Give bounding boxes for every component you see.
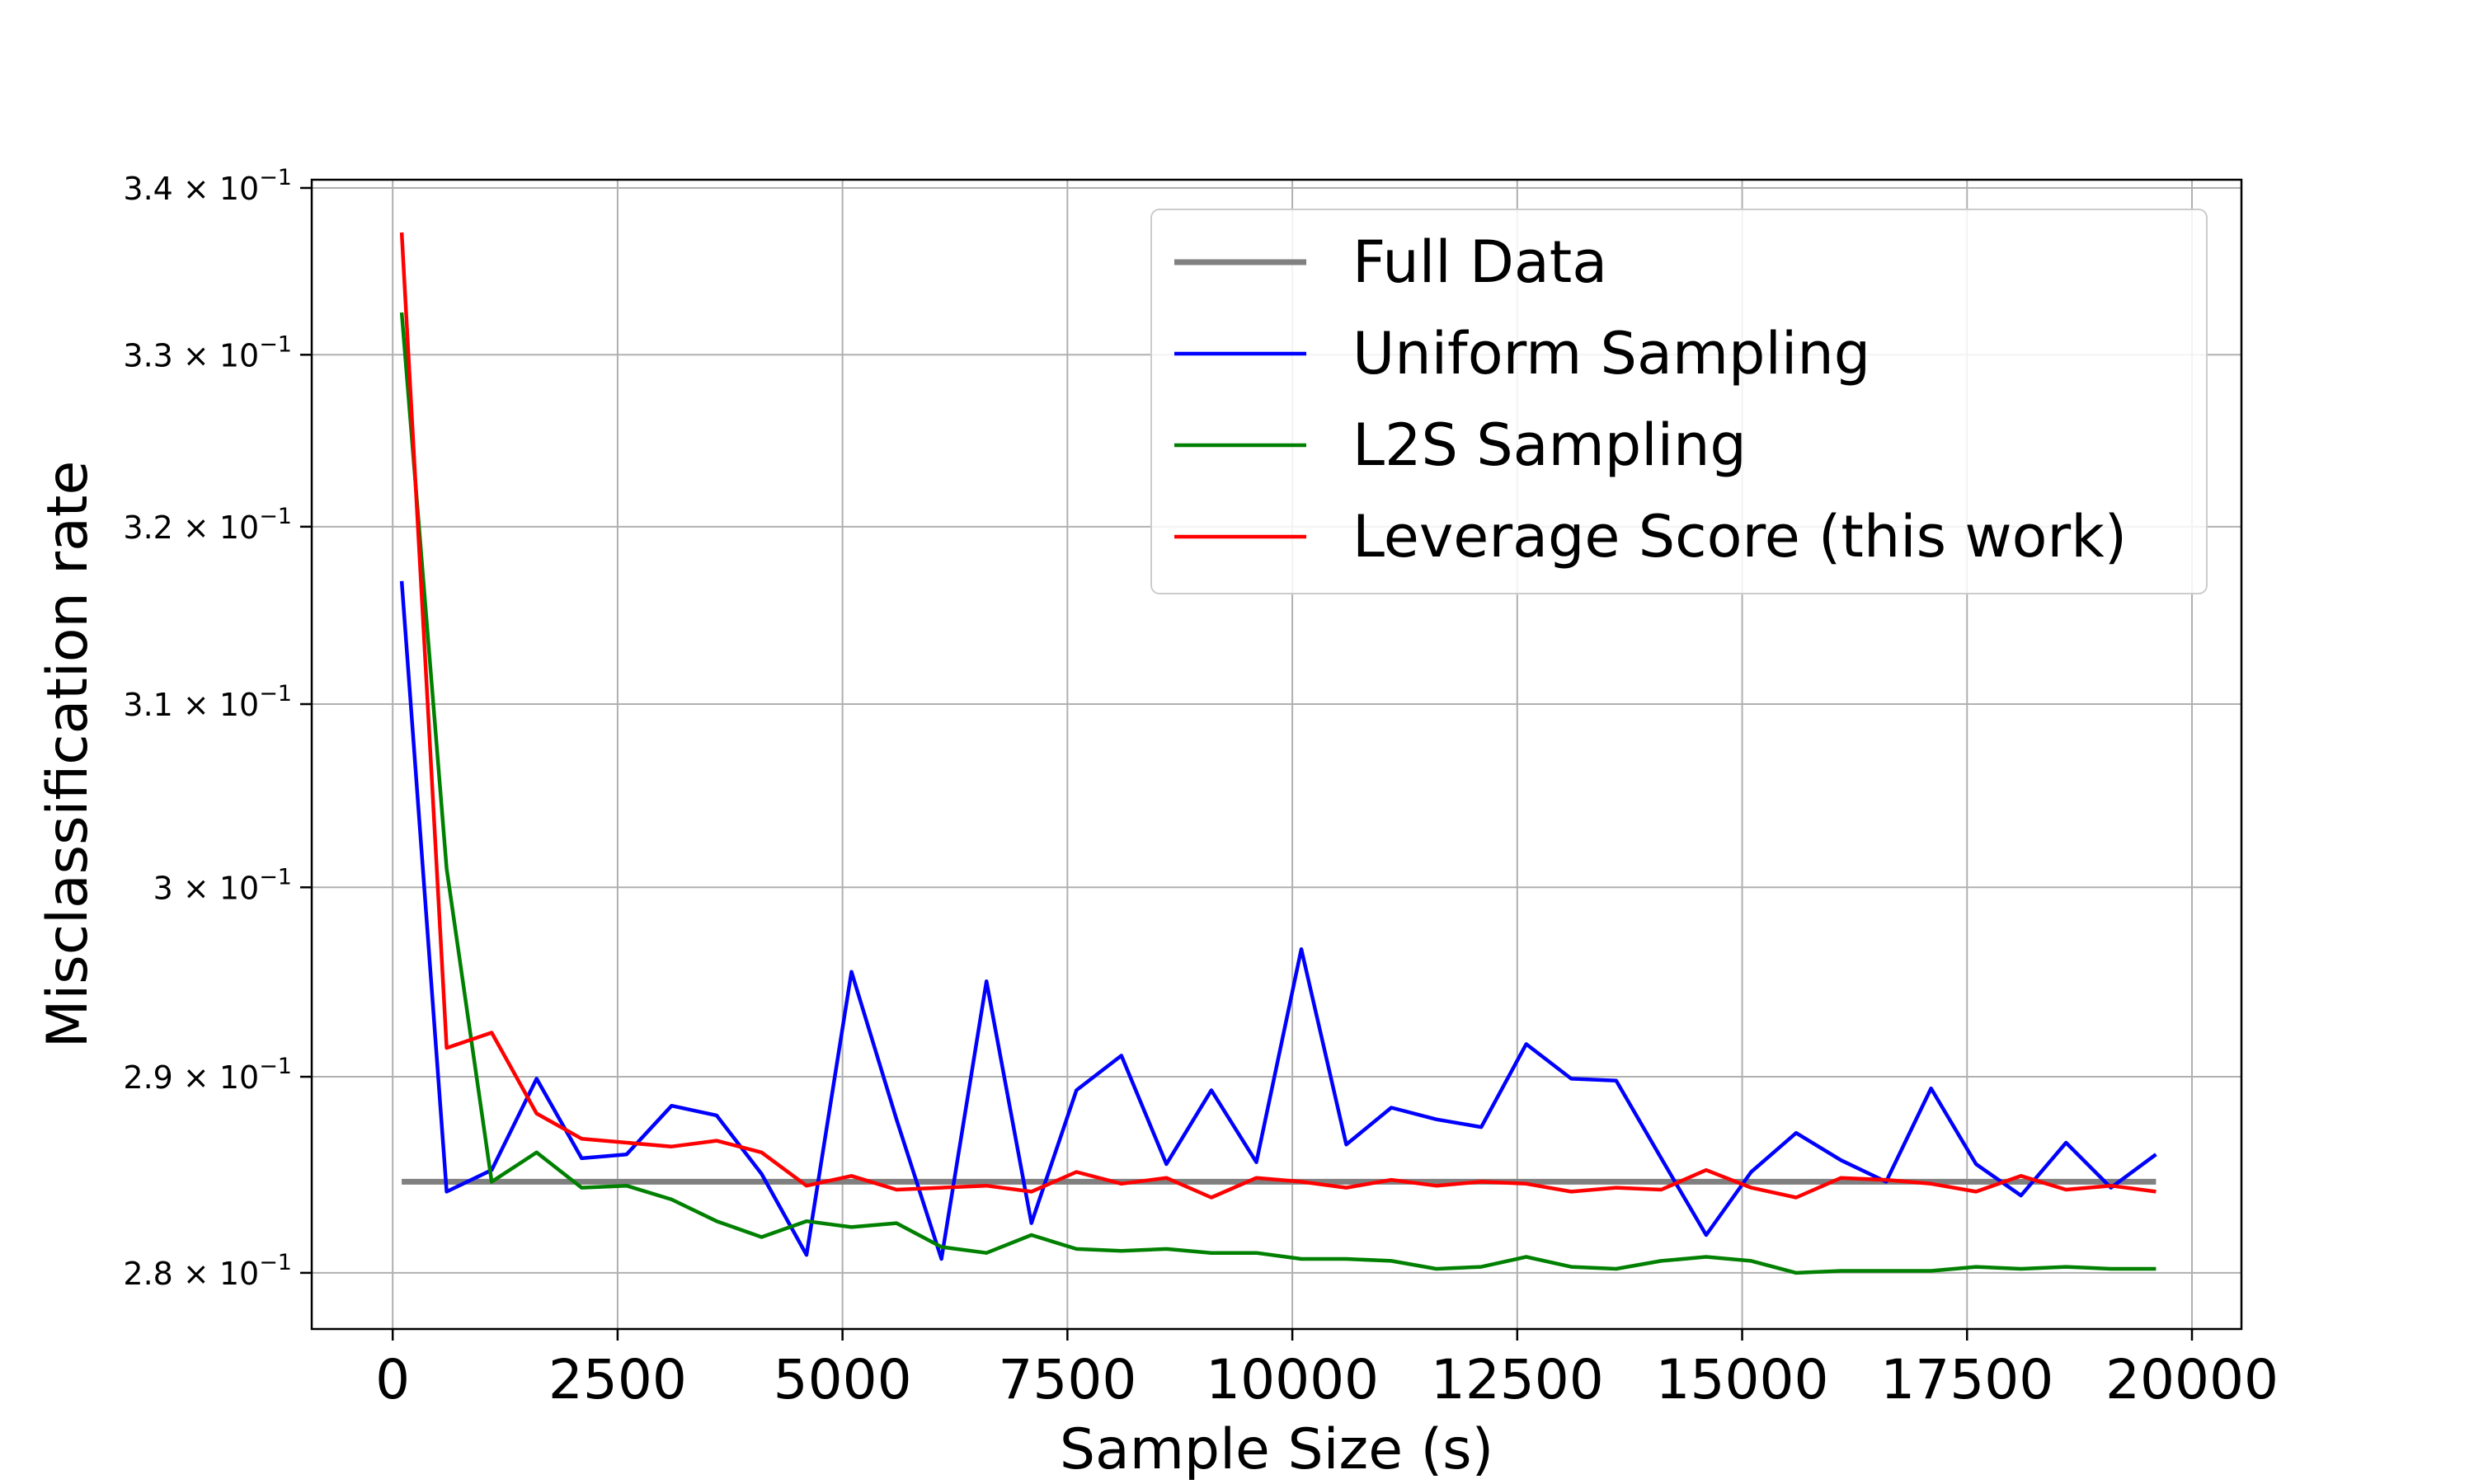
y-tick-exponent: −1	[259, 504, 292, 529]
legend: Full Data Uniform Sampling L2S Sampling Lev…	[1150, 209, 2208, 594]
y-tick-mantissa: 3.3	[123, 337, 172, 373]
legend-box	[1150, 209, 2208, 594]
x-tick-label: 10000	[1206, 1348, 1379, 1411]
y-tick-base: 10	[219, 870, 259, 906]
legend-entry-label: Leverage Score (this work)	[1352, 503, 2127, 571]
y-tick-mantissa: 2.8	[123, 1256, 172, 1292]
y-tick-label: 3.3 × 10−1	[123, 331, 292, 373]
y-tick-exponent: −1	[259, 864, 292, 890]
y-axis: 2.8 × 10−12.9 × 10−13 × 10−13.1 × 10−13.…	[123, 165, 312, 1292]
y-tick-base: 10	[219, 337, 259, 373]
y-tick-base: 10	[219, 1256, 259, 1292]
y-tick-mantissa: 3.4	[123, 171, 172, 207]
x-tick-label: 20000	[2105, 1348, 2279, 1411]
y-tick-times: ×	[173, 687, 219, 723]
x-tick-label: 0	[375, 1348, 410, 1411]
y-tick-mantissa: 3.1	[123, 687, 172, 723]
x-tick-label: 2500	[548, 1348, 687, 1411]
series-line-1	[399, 580, 2157, 1261]
y-tick-label: 2.9 × 10−1	[123, 1054, 292, 1096]
y-tick-exponent: −1	[259, 165, 292, 190]
y-tick-exponent: −1	[259, 1250, 292, 1275]
x-tick-label: 15000	[1656, 1348, 1829, 1411]
series-layer	[399, 232, 2157, 1275]
y-tick-base: 10	[219, 171, 259, 207]
x-tick-label: 5000	[774, 1348, 912, 1411]
y-tick-label: 3 × 10−1	[153, 864, 292, 906]
legend-entry-label: Uniform Sampling	[1352, 320, 1870, 387]
y-tick-base: 10	[219, 687, 259, 723]
plot-frame	[310, 178, 2243, 1331]
series-line-3	[399, 232, 2157, 1200]
y-tick-exponent: −1	[259, 681, 292, 707]
y-tick-mantissa: 3	[153, 870, 173, 906]
y-tick-label: 3.1 × 10−1	[123, 681, 292, 723]
x-axis-label: Sample Size (s)	[1060, 1417, 1493, 1482]
y-tick-times: ×	[173, 870, 219, 906]
y-tick-times: ×	[173, 1256, 219, 1292]
legend-entry-label: Full Data	[1352, 228, 1607, 296]
y-tick-times: ×	[173, 1059, 219, 1096]
y-tick-label: 2.8 × 10−1	[123, 1250, 292, 1292]
y-tick-mantissa: 3.2	[123, 510, 172, 546]
legend-entry-label: L2S Sampling	[1352, 411, 1747, 479]
y-tick-times: ×	[173, 337, 219, 373]
y-tick-label: 3.2 × 10−1	[123, 504, 292, 546]
x-axis: 0 2500 5000 7500 10000 12500 15000 17500 20000	[375, 1329, 2279, 1411]
y-axis-label: Misclassification rate	[35, 461, 101, 1049]
y-tick-exponent: −1	[259, 1054, 292, 1079]
x-tick-label: 12500	[1431, 1348, 1604, 1411]
y-tick-times: ×	[173, 171, 219, 207]
y-tick-base: 10	[219, 1059, 259, 1096]
y-tick-times: ×	[173, 510, 219, 546]
series-line-2	[399, 312, 2157, 1275]
y-tick-base: 10	[219, 510, 259, 546]
x-tick-label: 17500	[1880, 1348, 2053, 1411]
y-tick-exponent: −1	[259, 331, 292, 357]
y-tick-mantissa: 2.9	[123, 1059, 172, 1096]
y-tick-label: 3.4 × 10−1	[123, 165, 292, 207]
x-tick-label: 7500	[998, 1348, 1136, 1411]
